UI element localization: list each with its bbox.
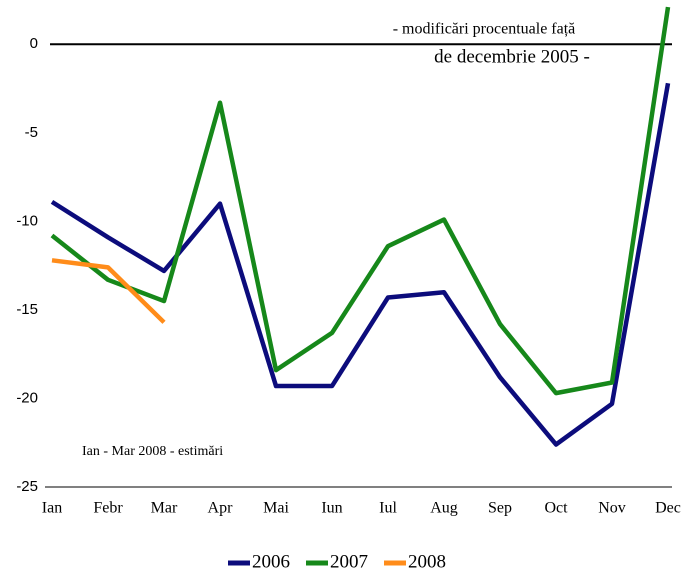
series-line [50,82,671,447]
annotation: de decembrie 2005 - [434,46,590,67]
x-tick-label: Dec [655,500,681,517]
y-tick-label: -15 [16,301,38,318]
x-tick-label: Iul [379,500,397,517]
legend-label: 2007 [330,551,368,572]
y-tick-label: -20 [16,389,38,406]
x-tick-label: Ian [42,500,62,517]
annotation: - modificări procentuale față [393,21,576,38]
x-tick-label: Sep [488,500,512,517]
legend-label: 2006 [252,551,290,572]
y-tick-label: -25 [16,478,38,495]
x-tick-label: Oct [544,500,568,517]
y-tick-label: -10 [16,212,38,229]
series-line [51,258,166,324]
x-tick-label: Apr [208,500,234,517]
annotation: Ian - Mar 2008 - estimări [82,444,223,459]
x-tick-label: Aug [430,500,458,517]
y-tick-label: 0 [30,35,38,52]
series-line [50,6,671,396]
x-tick-label: Febr [93,500,123,517]
y-tick-label: -5 [25,124,38,141]
x-tick-label: Mar [151,500,178,517]
x-tick-label: Iun [321,500,342,517]
x-tick-label: Mai [263,500,289,517]
x-tick-label: Nov [598,500,626,517]
legend-label: 2008 [408,551,446,572]
